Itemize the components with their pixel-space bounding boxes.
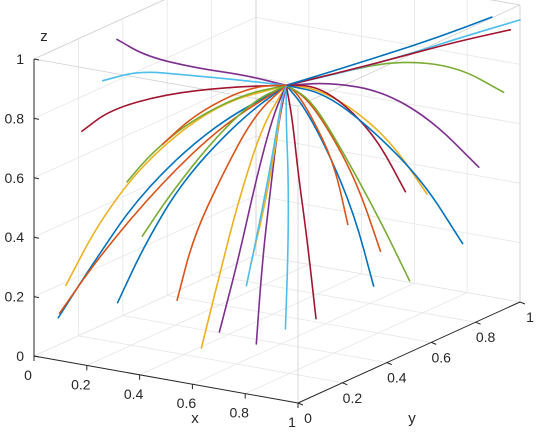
trajectory-line xyxy=(116,38,287,87)
y-tick-mark xyxy=(297,402,304,406)
box-edge xyxy=(33,58,299,107)
y-tick-mark xyxy=(431,341,437,345)
box-edge xyxy=(489,0,521,6)
z-tick-mark xyxy=(33,355,40,358)
trajectory-line xyxy=(126,84,287,183)
floor-grid-line xyxy=(122,315,387,363)
x-axis-label: x xyxy=(191,410,199,427)
trajectory-line xyxy=(101,71,287,87)
trajectory-line xyxy=(245,84,288,287)
back-wall-grid-line xyxy=(489,0,521,6)
floor-grid-line xyxy=(167,295,432,343)
z-tick-label: 1 xyxy=(16,51,24,67)
trajectory-lines xyxy=(57,16,521,349)
trajectory-line xyxy=(285,16,493,87)
z-tick-labels: 0 0.2 0.4 0.6 0.8 1 xyxy=(5,51,25,364)
y-tick-label: 0 xyxy=(304,410,312,426)
grid-lines xyxy=(33,0,521,404)
z-tick-label: 0.6 xyxy=(5,170,25,186)
x-tick-label: 0.6 xyxy=(177,395,197,411)
floor-grid-line xyxy=(192,282,415,385)
box-edge xyxy=(297,4,521,107)
z-tick-label: 0.8 xyxy=(5,110,25,126)
y-axis-line xyxy=(297,301,521,404)
trajectory-line xyxy=(284,84,290,330)
floor-grid-line xyxy=(245,292,468,394)
z-tick-label: 0.4 xyxy=(5,229,25,245)
z-tick-label: 0.2 xyxy=(5,289,25,305)
z-tick-mark xyxy=(33,58,40,61)
z-tick-mark xyxy=(33,236,40,239)
x-axis-line xyxy=(33,355,299,404)
back-wall-grid-line xyxy=(255,17,521,65)
y-tick-label: 0.2 xyxy=(343,390,363,406)
trajectory-line xyxy=(285,84,411,282)
floor-grid-line xyxy=(211,274,476,323)
back-wall-grid-line xyxy=(255,195,521,243)
trajectory-line xyxy=(58,84,287,314)
y-axis-label: y xyxy=(408,410,416,427)
y-tick-mark xyxy=(519,301,526,305)
back-wall-grid-line xyxy=(255,254,521,303)
axes-box xyxy=(33,0,526,408)
y-tick-mark xyxy=(475,321,481,325)
trajectory-line xyxy=(141,84,288,237)
trajectory-line xyxy=(285,84,464,245)
x-tick-label: 0.2 xyxy=(71,376,91,392)
floor-grid-line xyxy=(86,264,309,366)
trajectory-line xyxy=(218,84,287,333)
floor-grid-line xyxy=(139,273,362,376)
x-tick-labels: 0 0.2 0.4 0.6 0.8 1 xyxy=(24,367,296,430)
x-tick-label: 0.8 xyxy=(229,405,249,421)
x-tick-label: 0.4 xyxy=(124,386,144,402)
z-axis-label: z xyxy=(40,28,48,45)
trajectory-line xyxy=(285,29,512,87)
left-wall-grid-line xyxy=(33,17,257,119)
trajectory-line xyxy=(255,84,287,345)
z-tick-mark xyxy=(33,177,40,180)
y-tick-label: 0.4 xyxy=(387,370,407,386)
y-tick-label: 1 xyxy=(526,309,534,325)
left-wall-grid-line xyxy=(33,76,257,179)
x-tick-label: 1 xyxy=(288,414,296,430)
y-tick-mark xyxy=(386,362,392,366)
trajectory-line xyxy=(176,84,287,301)
x-tick-label: 0 xyxy=(24,367,32,383)
trajectory-line xyxy=(285,82,480,168)
box-edge xyxy=(33,0,165,60)
y-tick-label: 0.8 xyxy=(476,329,496,345)
left-wall-grid-line xyxy=(33,135,257,238)
trajectory-line xyxy=(200,84,288,349)
trajectory-line xyxy=(116,84,287,304)
z-tick-mark xyxy=(33,296,40,299)
y-tick-mark xyxy=(342,382,348,386)
z-tick-mark xyxy=(33,117,40,120)
trajectory-line xyxy=(161,84,287,146)
y-tick-labels: 0 0.2 0.4 0.6 0.8 1 xyxy=(304,309,534,426)
trajectory-line xyxy=(285,84,407,193)
y-tick-label: 0.6 xyxy=(431,349,451,365)
trajectory-line xyxy=(65,84,288,287)
trajectory-line xyxy=(285,84,317,320)
z-tick-label: 0 xyxy=(16,348,24,364)
left-wall-grid-line xyxy=(33,254,257,357)
